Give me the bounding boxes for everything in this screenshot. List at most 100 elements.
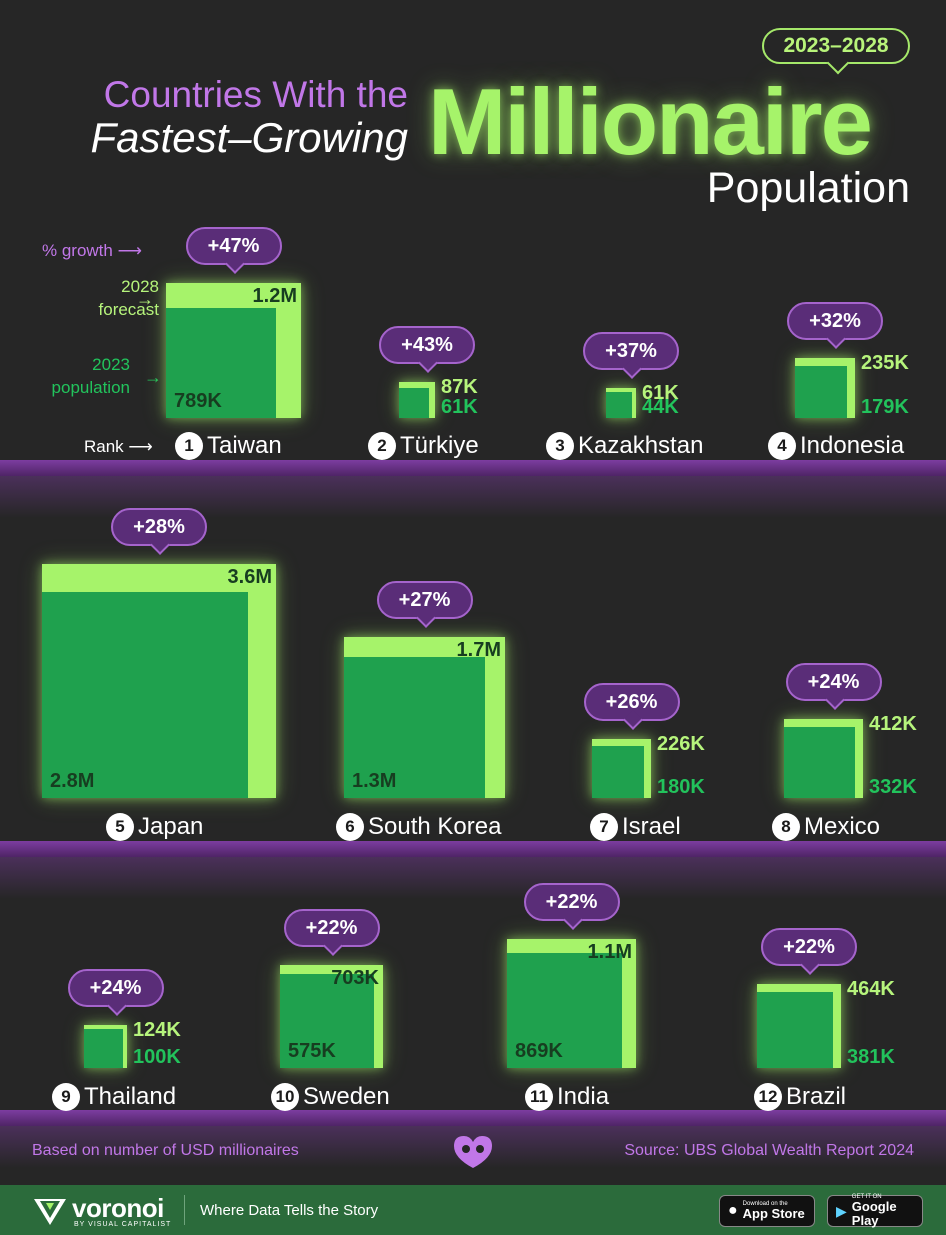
growth-bubble: +28%: [111, 508, 207, 546]
title-line-1: Countries With the: [103, 74, 408, 115]
country-label: 7 Israel: [590, 813, 681, 841]
footer-bar: voronoi BY VISUAL CAPITALIST Where Data …: [0, 1185, 946, 1235]
country-label: 11 India: [525, 1083, 609, 1111]
value-label-2023: 869K: [515, 1040, 563, 1062]
voronoi-logo-icon[interactable]: [32, 1193, 68, 1227]
legend-growth: % growth ⟶: [42, 240, 142, 263]
rank-badge: 10: [271, 1083, 299, 1111]
app-store-button[interactable]: ● Download on the App Store: [719, 1195, 815, 1227]
legend-forecast-line2: forecast: [98, 299, 159, 319]
title-highlight: Millionaire: [428, 69, 873, 174]
value-label-2023: 61K: [441, 396, 478, 418]
bar-2023-population: [84, 1029, 123, 1068]
bar-2028-forecast: [795, 358, 855, 418]
growth-bubble: +24%: [785, 663, 882, 701]
growth-bubble: +22%: [283, 909, 380, 947]
bar-2023-population: [606, 392, 632, 418]
bar-2028-forecast: [399, 382, 435, 418]
value-label-2028: 1.2M: [252, 285, 297, 307]
country-name: Mexico: [804, 813, 881, 840]
country-name: Indonesia: [800, 432, 905, 459]
brand-name[interactable]: voronoi: [72, 1193, 164, 1223]
year-range-badge: 2023–2028: [762, 28, 910, 64]
rank-badge: 6: [336, 813, 364, 841]
arrow-icon: ⟶: [128, 437, 153, 456]
rank-badge: 2: [368, 432, 396, 460]
value-label-2023: 332K: [869, 776, 917, 798]
bar-2028-forecast: [344, 637, 505, 798]
arrow-icon: ⟶: [117, 241, 142, 260]
row-separator: [0, 460, 946, 476]
legend-rank: Rank ⟶: [84, 436, 153, 459]
play-icon: ▶: [836, 1202, 847, 1219]
country-label: 12 Brazil: [754, 1083, 846, 1111]
row-separator: [0, 841, 946, 857]
growth-bubble: +43%: [379, 326, 475, 364]
rank-badge: 7: [590, 813, 618, 841]
country-label: 9 Thailand: [52, 1083, 176, 1111]
apple-icon: ●: [728, 1202, 738, 1219]
value-label-2028: 1.1M: [587, 941, 632, 963]
arrow-icon: →: [144, 367, 162, 387]
growth-bubble: +27%: [376, 581, 473, 619]
bar-2023-population: [166, 308, 276, 418]
bar-2023-population: [507, 953, 622, 1068]
value-label-2023: 180K: [657, 776, 705, 798]
value-label-2028: 226K: [657, 733, 705, 755]
country-name: South Korea: [368, 813, 502, 840]
country-label: 8 Mexico: [772, 813, 880, 841]
header: 2023–2028 Countries With the Fastest–Gro…: [0, 0, 946, 225]
tagline: Where Data Tells the Story: [200, 1202, 379, 1219]
rank-badge: 3: [546, 432, 574, 460]
country-name: Türkiye: [400, 432, 479, 459]
value-label-2028: 464K: [847, 978, 895, 1000]
bar-2023-population: [795, 366, 847, 418]
country-name: Taiwan: [207, 432, 282, 459]
country-label: 2 Türkiye: [368, 432, 479, 460]
legend-population: 2023 population: [52, 354, 130, 400]
value-label-2023: 789K: [174, 390, 222, 412]
legend-growth-label: % growth: [42, 241, 113, 260]
country-label: 10 Sweden: [271, 1083, 390, 1111]
bar-2023-population: [280, 974, 374, 1068]
bar-2028-forecast: [757, 984, 841, 1068]
value-label-2028: 235K: [861, 352, 909, 374]
bar-2028-forecast: [507, 939, 636, 1068]
bar-2023-population: [592, 746, 644, 798]
legend-population-line2: population: [51, 377, 130, 397]
value-label-2023: 381K: [847, 1046, 895, 1068]
footnote: Based on number of USD millionaires: [32, 1142, 299, 1159]
value-label-2023: 44K: [642, 396, 679, 418]
rank-badge: 11: [525, 1083, 553, 1111]
bar-2028-forecast: [784, 719, 863, 798]
app-store-small: Download on the: [742, 1200, 788, 1207]
bar-2023-population: [757, 992, 833, 1068]
bar-2028-forecast: [280, 965, 383, 1068]
bar-2028-forecast: [606, 388, 636, 418]
google-play-button[interactable]: ▶ GET IT ON Google Play: [827, 1193, 923, 1228]
bar-2023-population: [399, 388, 429, 418]
country-name: Thailand: [84, 1083, 177, 1110]
country-label: 1 Taiwan: [175, 432, 282, 460]
legend-rank-label: Rank: [84, 437, 124, 456]
growth-bubble: +22%: [523, 883, 620, 921]
value-label-2028: 3.6M: [227, 566, 272, 588]
google-play-small: GET IT ON: [851, 1193, 882, 1200]
google-play-label: Google Play: [851, 1198, 897, 1228]
growth-bubble: +26%: [583, 683, 680, 721]
country-label: 5 Japan: [106, 813, 203, 841]
bar-2028-forecast: [592, 739, 651, 798]
rank-badge: 8: [772, 813, 800, 841]
legend-forecast: 2028 forecast: [99, 276, 159, 322]
value-label-2028: 61K: [642, 382, 679, 404]
legend-population-line1: 2023: [92, 355, 130, 374]
value-label-2023: 2.8M: [50, 770, 95, 792]
rank-badge: 9: [52, 1083, 80, 1111]
growth-bubble: +47%: [185, 227, 282, 265]
country-label: 4 Indonesia: [768, 432, 904, 460]
brand-subtitle: BY VISUAL CAPITALIST: [74, 1221, 172, 1228]
source-note: Source: UBS Global Wealth Report 2024: [624, 1142, 914, 1159]
value-label-2028: 703K: [331, 967, 379, 989]
value-label-2023: 575K: [288, 1040, 336, 1062]
country-name: Sweden: [303, 1083, 390, 1110]
